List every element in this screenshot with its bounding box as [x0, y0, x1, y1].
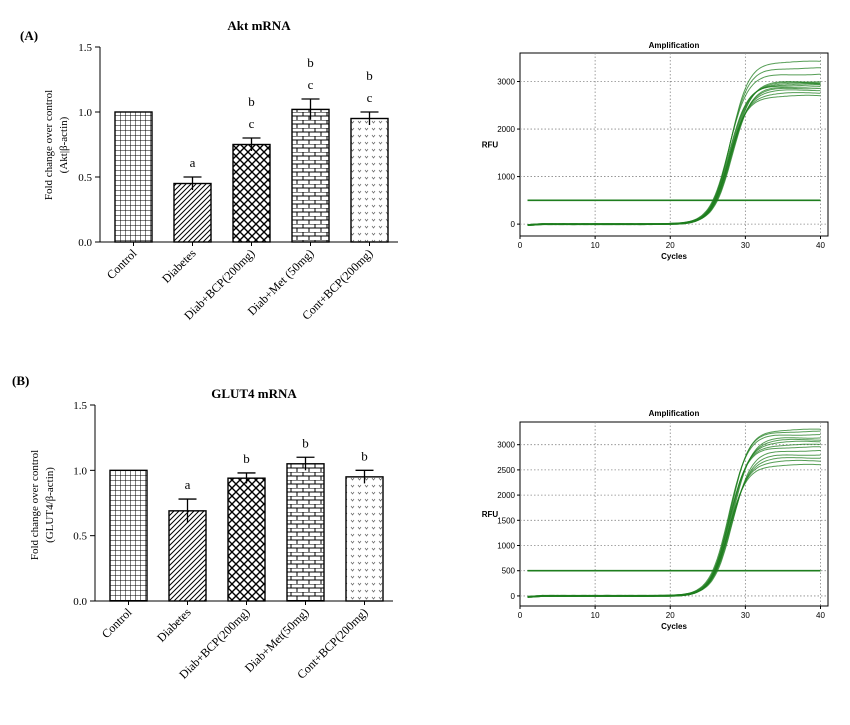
- x-tick-label: 30: [741, 611, 750, 620]
- y-tick-label: 500: [502, 567, 516, 576]
- significance-letter: b: [307, 55, 314, 70]
- y-tick-label: 3000: [497, 441, 515, 450]
- significance-letter: b: [366, 68, 373, 83]
- significance-letter: b: [248, 94, 255, 109]
- bar-control: [114, 111, 153, 243]
- plot-frame: [519, 421, 829, 607]
- y-tick-label: 0.5: [78, 172, 92, 184]
- x-tick-label: 0: [518, 241, 523, 250]
- x-tick-label: Control: [104, 246, 140, 282]
- significance-letter: b: [361, 448, 368, 463]
- x-tick-label: 10: [591, 611, 600, 620]
- y-tick-label: 1500: [497, 516, 515, 525]
- bar-diabetes: [168, 510, 207, 602]
- glut4-bar-chart: GLUT4 mRNA 0.0 0.5 1.0 1.5 Fold change over c…: [29, 386, 393, 682]
- x-axis-label: Cycles: [661, 622, 687, 631]
- x-tick-label: 40: [816, 241, 825, 250]
- bar-cont-bcp-200mg-: [345, 476, 384, 602]
- panel-label-b: (B): [12, 373, 29, 388]
- significance-letter: b: [302, 435, 309, 450]
- amplification-curve: [527, 428, 821, 598]
- y-axis-label: Fold change over control (Akt|β-actin): [43, 90, 70, 200]
- bar-control: [109, 469, 148, 602]
- y-axis-label: RFU: [482, 510, 499, 519]
- akt-bar-chart: Akt mRNA 0.0 0.5 1.0 1.5 Fold change over con…: [43, 18, 398, 323]
- x-axis-label: Cycles: [661, 252, 687, 261]
- x-tick-label: 10: [591, 241, 600, 250]
- bar-diabetes: [173, 182, 212, 243]
- y-tick-label: 1000: [497, 173, 515, 182]
- y-tick-label: 2000: [497, 491, 515, 500]
- y-tick-label: 0: [511, 220, 516, 229]
- y-axis-label: Fold change over control (GLUT4/β-actin): [29, 450, 56, 560]
- y-axis-label: RFU: [482, 141, 499, 150]
- amplification-curve: [527, 60, 821, 226]
- x-tick-label: Control: [99, 605, 135, 641]
- significance-letter: b: [243, 451, 250, 466]
- y-tick-label: 1000: [497, 542, 515, 551]
- akt-amplification-chart: Amplification 0 10 20 30 40 0 1000 2000 3000 Cycle…: [482, 41, 829, 261]
- x-tick-label: 30: [741, 241, 750, 250]
- significance-letter: c: [308, 77, 314, 92]
- x-tick-label: Diabetes: [154, 605, 194, 645]
- y-tick-label: 1.5: [73, 400, 87, 412]
- y-tick-label: 1.0: [78, 107, 92, 119]
- y-tick-label: 0: [511, 592, 516, 601]
- x-tick-label: 20: [666, 241, 675, 250]
- y-tick-label: 1.0: [73, 465, 87, 477]
- y-tick-label: 0.0: [78, 237, 92, 249]
- significance-letter: a: [185, 477, 191, 492]
- x-tick-label: 0: [518, 611, 523, 620]
- y-tick-label: 1.5: [78, 42, 92, 54]
- chart-title: Akt mRNA: [227, 18, 291, 33]
- x-tick-label: 20: [666, 611, 675, 620]
- y-tick-label: 2500: [497, 466, 515, 475]
- y-tick-label: 0.5: [73, 531, 87, 543]
- x-tick-label: Diabetes: [159, 246, 199, 286]
- bar-cont-bcp-200mg-: [350, 117, 389, 243]
- significance-letter: c: [367, 90, 373, 105]
- y-tick-label: 0.0: [73, 596, 87, 608]
- chart-title: Amplification: [649, 41, 700, 50]
- bar-diab-met-50mg-: [291, 108, 330, 243]
- bar-diab-bcp-200mg-: [232, 143, 271, 243]
- chart-title: Amplification: [649, 409, 700, 418]
- chart-title: GLUT4 mRNA: [211, 386, 297, 401]
- y-tick-label: 2000: [497, 125, 515, 134]
- y-tick-label: 3000: [497, 78, 515, 87]
- bar-diab-bcp-200mg-: [227, 477, 266, 602]
- significance-letter: c: [249, 116, 255, 131]
- significance-letter: a: [190, 155, 196, 170]
- plot-frame: [519, 52, 829, 237]
- panel-label-a: (A): [20, 28, 38, 43]
- glut4-amplification-chart: Amplification 0 10 20 30 40 0 500 1000 1500 2000 25…: [482, 409, 829, 631]
- bar-diab-met-50mg-: [286, 463, 325, 602]
- x-tick-label: 40: [816, 611, 825, 620]
